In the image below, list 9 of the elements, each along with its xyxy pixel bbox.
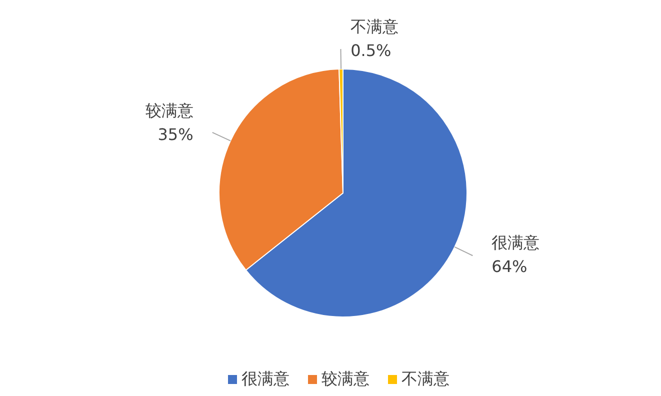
slice-label: 较满意 [145, 101, 194, 120]
legend-label: 不满意 [402, 369, 450, 390]
slice-label: 很满意 [492, 232, 540, 252]
slice-label: 不满意 [350, 17, 399, 36]
legend-label: 很满意 [242, 369, 290, 390]
data-label: 35% [158, 125, 194, 144]
data-label: 0.5% [350, 41, 392, 60]
data-label: 64% [492, 256, 528, 276]
legend-label: 较满意 [322, 369, 370, 390]
